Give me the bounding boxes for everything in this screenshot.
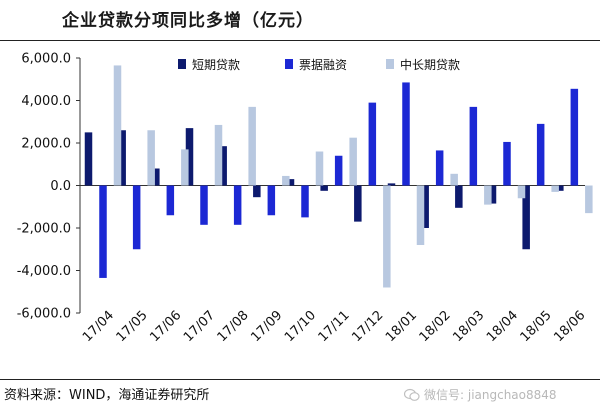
bar-medium-long-term: [214, 124, 223, 186]
bar-medium-long-term: [450, 173, 458, 186]
bar-medium-long-term: [551, 185, 559, 192]
bar-medium-long-term: [585, 185, 593, 214]
bar-medium-long-term: [517, 185, 526, 199]
y-tick-label: -2,000.0: [17, 222, 71, 237]
legend-swatch: [386, 59, 394, 69]
bar-short-term: [286, 179, 295, 186]
legend-label: 中长期贷款: [400, 57, 460, 72]
legend: 短期贷款 票据融资 中长期贷款: [178, 57, 460, 72]
bar-bill-financing: [368, 102, 377, 186]
x-tick-label: 17/09: [248, 308, 285, 345]
bar-short-term: [152, 168, 160, 186]
wechat-watermark: 微信号: jiangchao8848: [404, 386, 557, 403]
y-tick-label: 4,000.0: [21, 94, 71, 109]
legend-swatch: [285, 59, 293, 69]
legend-label: 票据融资: [299, 58, 347, 72]
bar-bill-financing: [200, 185, 208, 225]
y-tick-label: -6,000.0: [17, 307, 71, 322]
title-divider: [0, 40, 600, 41]
legend-label: 短期贷款: [192, 58, 240, 72]
bar-short-term: [320, 185, 328, 191]
bar-medium-long-term: [484, 185, 492, 205]
source-note: 资料来源：WIND，海通证券研究所: [4, 388, 210, 403]
bar-bill-financing: [99, 185, 107, 278]
watermark-text: 微信号: jiangchao8848: [424, 388, 557, 402]
legend-swatch: [178, 59, 186, 69]
bar-medium-long-term: [113, 65, 122, 186]
bar-bill-financing: [570, 88, 579, 186]
bar-short-term: [84, 132, 93, 186]
x-tick-label: 18/01: [383, 308, 420, 345]
bar-chart: -6,000.0 -4,000.0 -2,000.0 0.0 2,000.0 4,000.…: [17, 52, 593, 345]
x-tick-label: 17/04: [80, 308, 117, 345]
bar-medium-long-term: [282, 175, 290, 186]
bar-short-term: [488, 185, 497, 204]
bar-bill-financing: [469, 106, 478, 186]
x-tick-label: 18/04: [484, 308, 521, 345]
bar-short-term: [253, 185, 261, 198]
y-tick-label: 6,000.0: [21, 52, 71, 67]
bar-bill-financing: [233, 185, 242, 225]
x-tick-label: 18/03: [450, 308, 487, 345]
x-tick-label: 17/06: [147, 308, 184, 345]
bar-short-term: [185, 128, 194, 186]
bar-short-term: [219, 146, 227, 186]
bar-short-term: [118, 130, 126, 186]
x-tick-label: 17/08: [215, 308, 252, 345]
bar-bill-financing: [435, 150, 444, 186]
bar-short-term: [522, 185, 530, 250]
x-tick-label: 18/05: [518, 308, 555, 345]
bar-short-term: [387, 183, 396, 186]
bars: [84, 65, 593, 288]
bar-bill-financing: [503, 141, 511, 186]
bar-medium-long-term: [147, 130, 155, 186]
bar-bill-financing: [301, 185, 309, 218]
bar-medium-long-term: [248, 106, 256, 186]
bar-short-term: [421, 185, 429, 228]
y-tick-label: 2,000.0: [21, 137, 71, 152]
wechat-icon: [404, 388, 420, 401]
x-tick-label: 17/07: [181, 308, 218, 345]
bar-medium-long-term: [349, 137, 357, 186]
bar-short-term: [556, 185, 564, 191]
bar-medium-long-term: [181, 149, 189, 186]
bar-bill-financing: [402, 82, 410, 186]
bar-short-term: [455, 185, 463, 208]
bar-bill-financing: [132, 185, 141, 250]
bar-medium-long-term: [416, 185, 425, 245]
x-tick-label: 18/02: [417, 308, 454, 345]
x-tick-label: 17/05: [114, 308, 151, 345]
x-tick-label: 18/06: [551, 308, 588, 345]
bar-bill-financing: [536, 123, 545, 186]
y-tick-label: 0.0: [50, 179, 71, 194]
bar-short-term: [354, 185, 362, 222]
bar-bill-financing: [267, 185, 276, 216]
bar-medium-long-term: [383, 185, 391, 288]
bar-bill-financing: [334, 155, 343, 186]
chart-title: 企业贷款分项同比多增（亿元）: [62, 11, 314, 31]
x-tick-label: 17/11: [316, 308, 353, 345]
y-tick-label: -4,000.0: [17, 264, 71, 279]
bar-medium-long-term: [315, 151, 324, 186]
bar-bill-financing: [166, 185, 175, 216]
source-divider: [0, 379, 600, 380]
x-tick-label: 17/10: [282, 308, 319, 345]
x-tick-label: 17/12: [349, 308, 386, 345]
